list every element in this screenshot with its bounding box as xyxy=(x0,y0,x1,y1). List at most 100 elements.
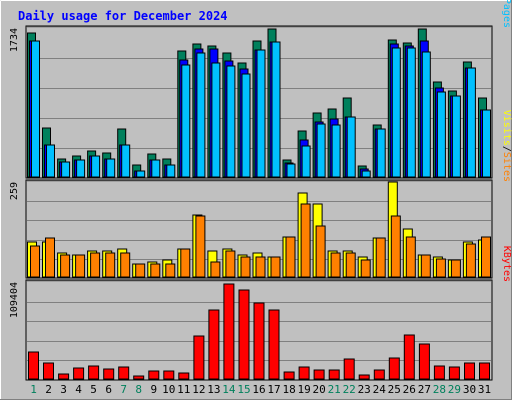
bar-pages-day-18 xyxy=(286,163,296,178)
bar-pages-day-19 xyxy=(301,145,311,178)
bar-kbytes-day-17 xyxy=(268,309,280,380)
legend-entry: Sites xyxy=(501,152,512,182)
bar-sites-day-18 xyxy=(285,236,296,278)
bar-kbytes-day-15 xyxy=(238,289,250,380)
bar-pages-day-8 xyxy=(136,170,146,178)
panel-kbytes: 109404 KBytes xyxy=(9,246,512,381)
x-tick-label: 21 xyxy=(328,383,341,396)
x-tick-label: 2 xyxy=(45,383,52,396)
bar-sites-day-5 xyxy=(90,252,101,278)
bar-pages-day-30 xyxy=(466,67,476,178)
bar-sites-day-20 xyxy=(315,225,326,278)
bar-pages-day-15 xyxy=(241,73,251,178)
bar-pages-day-6 xyxy=(106,158,116,178)
x-tick-label: 24 xyxy=(373,383,387,396)
legend-entry: Pages xyxy=(501,0,512,28)
bar-sites-day-12 xyxy=(195,215,206,278)
bar-sites-day-24 xyxy=(375,237,386,278)
bar-sites-day-1 xyxy=(30,245,40,278)
bar-pages-day-11 xyxy=(181,64,191,178)
x-tick-label: 6 xyxy=(105,383,112,396)
bar-pages-day-17 xyxy=(271,41,281,178)
bar-pages-day-4 xyxy=(76,159,86,178)
bar-pages-day-24 xyxy=(376,128,386,178)
bar-sites-day-16 xyxy=(255,256,266,278)
x-tick-label: 26 xyxy=(403,383,416,396)
bar-pages-day-16 xyxy=(256,49,266,178)
bar-sites-day-6 xyxy=(105,252,116,278)
panel-hits-max-label: 1734 xyxy=(9,28,20,52)
legend-entry: KBytes xyxy=(501,246,512,282)
x-tick-label: 12 xyxy=(192,383,205,396)
series-pages xyxy=(31,40,491,178)
bar-sites-day-25 xyxy=(390,215,401,278)
bar-kbytes-day-14 xyxy=(223,283,235,380)
bar-kbytes-day-16 xyxy=(253,302,265,380)
panel-hits-legend: Hits/Files/Pages xyxy=(501,0,512,28)
bar-pages-day-10 xyxy=(166,164,176,178)
bar-sites-day-4 xyxy=(75,254,86,278)
x-tick-label: 23 xyxy=(358,383,371,396)
x-tick-label: 27 xyxy=(418,383,431,396)
x-tick-label: 1 xyxy=(30,383,37,396)
bar-sites-day-27 xyxy=(420,254,431,278)
bar-sites-day-29 xyxy=(450,259,461,278)
chart-title: Daily usage for December 2024 xyxy=(18,9,228,23)
bar-pages-day-12 xyxy=(196,52,206,178)
bar-kbytes-day-7 xyxy=(118,366,130,380)
legend-entry: Visits xyxy=(501,110,512,146)
x-tick-label: 16 xyxy=(252,383,265,396)
bar-kbytes-day-19 xyxy=(298,366,310,380)
bar-sites-day-9 xyxy=(150,263,161,278)
x-tick-label: 25 xyxy=(388,383,401,396)
x-tick-label: 31 xyxy=(478,383,491,396)
x-tick-label: 17 xyxy=(267,383,280,396)
bar-pages-day-7 xyxy=(121,144,131,178)
bar-sites-day-11 xyxy=(180,248,191,278)
bar-kbytes-day-27 xyxy=(418,343,430,380)
bar-kbytes-day-5 xyxy=(88,365,100,380)
bar-pages-day-21 xyxy=(331,124,341,178)
bar-pages-day-23 xyxy=(361,170,371,178)
bar-kbytes-day-3 xyxy=(58,373,70,380)
bar-pages-day-22 xyxy=(346,116,356,178)
bar-kbytes-day-23 xyxy=(358,374,370,380)
panel-visits: 259 Visits/Sites xyxy=(9,110,512,279)
x-tick-label: 4 xyxy=(75,383,82,396)
x-tick-label: 9 xyxy=(150,383,157,396)
panel-visits-legend: Visits/Sites xyxy=(501,110,512,182)
bar-sites-day-19 xyxy=(300,203,311,278)
x-tick-label: 8 xyxy=(135,383,142,396)
bar-sites-day-10 xyxy=(165,263,176,278)
bar-kbytes-day-2 xyxy=(43,362,54,380)
panel-kbytes-border xyxy=(25,279,493,381)
x-tick-label: 10 xyxy=(162,383,175,396)
bar-kbytes-day-24 xyxy=(373,369,385,380)
bar-kbytes-day-9 xyxy=(148,370,160,380)
panel-hits-border xyxy=(25,25,493,179)
panel-kbytes-max-label: 109404 xyxy=(9,282,20,318)
panel-visits-border xyxy=(25,179,493,279)
bar-kbytes-day-13 xyxy=(208,309,220,380)
bar-pages-day-14 xyxy=(226,65,236,178)
bar-pages-day-3 xyxy=(61,161,71,178)
bar-pages-day-27 xyxy=(421,51,431,178)
x-tick-label: 13 xyxy=(207,383,220,396)
x-tick-label: 3 xyxy=(60,383,67,396)
x-tick-label: 22 xyxy=(343,383,356,396)
bar-sites-day-3 xyxy=(60,254,71,278)
bar-pages-day-29 xyxy=(451,95,461,178)
x-tick-label: 7 xyxy=(120,383,127,396)
x-tick-label: 5 xyxy=(90,383,97,396)
bar-sites-day-26 xyxy=(405,236,416,278)
bar-sites-day-22 xyxy=(345,252,356,278)
bar-kbytes-day-18 xyxy=(283,371,295,380)
legend-entry: / xyxy=(501,146,512,152)
bar-kbytes-day-1 xyxy=(28,351,39,380)
x-tick-label: 14 xyxy=(222,383,236,396)
bar-kbytes-day-10 xyxy=(163,370,175,380)
bar-kbytes-day-4 xyxy=(73,367,85,380)
bar-sites-day-15 xyxy=(240,256,251,278)
series-sites xyxy=(30,203,491,278)
